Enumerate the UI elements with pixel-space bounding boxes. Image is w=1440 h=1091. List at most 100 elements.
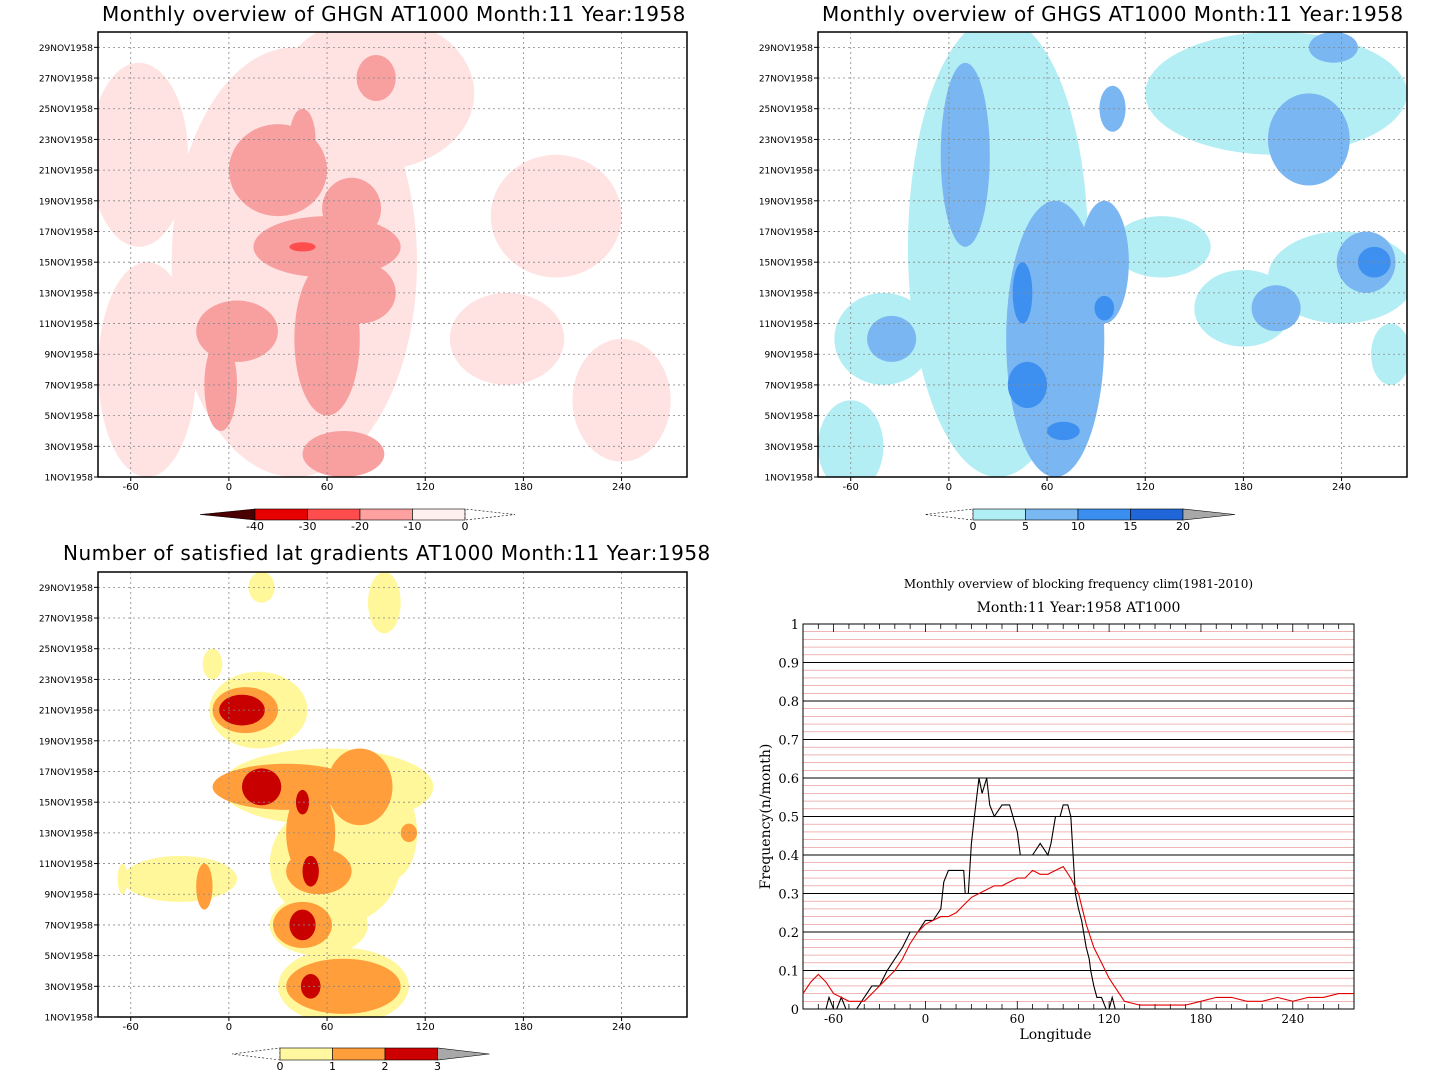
colorbar-label: 0 xyxy=(970,520,977,533)
colorbar-box xyxy=(254,508,308,521)
contour-region-level-3 xyxy=(302,855,319,887)
blocking-panel: Monthly overview of blocking frequency c… xyxy=(720,540,1440,1091)
y-tick-label: 3NOV1958 xyxy=(45,443,94,453)
y-tick-label: 21NOV1958 xyxy=(759,167,813,177)
chart-subtitle: Month:11 Year:1958 AT1000 xyxy=(977,600,1181,616)
contour-region-level-3 xyxy=(1094,295,1115,321)
x-tick-label: 60 xyxy=(321,482,334,493)
contour-region-level-1 xyxy=(202,648,223,680)
contour-region-level-1 xyxy=(98,62,188,247)
contour-region-level-1 xyxy=(117,863,128,895)
colorbar-box xyxy=(359,508,413,521)
y-tick-label: 0.6 xyxy=(778,772,799,787)
colorbar-high-arrow xyxy=(1182,508,1236,521)
y-axis-label: Frequency(n/month) xyxy=(758,744,774,890)
x-tick-label: 180 xyxy=(1234,482,1253,493)
contour-region-level-2 xyxy=(940,62,990,247)
blocking-chart: Monthly overview of blocking frequency c… xyxy=(758,577,1355,1043)
y-tick-label: 19NOV1958 xyxy=(759,197,813,207)
ghgs-title: Monthly overview of GHGS AT1000 Month:11… xyxy=(822,2,1404,26)
heatmap-field xyxy=(818,32,1407,477)
y-tick-label: 19NOV1958 xyxy=(39,197,93,207)
x-tick-label: 180 xyxy=(1189,1012,1212,1026)
y-tick-label: 11NOV1958 xyxy=(39,860,93,870)
y-tick-label: 0.1 xyxy=(778,965,799,980)
ghgn-panel: Monthly overview of GHGN AT1000 Month:11… xyxy=(0,0,720,540)
lat-gradients-title: Number of satisfied lat gradients AT1000… xyxy=(63,541,711,565)
y-tick-label: 25NOV1958 xyxy=(39,645,93,655)
colorbar-low-arrow xyxy=(924,508,974,521)
x-tick-label: 0 xyxy=(922,1012,930,1026)
y-tick-label: 3NOV1958 xyxy=(45,983,94,993)
plot-frame xyxy=(97,571,688,1018)
colorbar: 0 1 2 3 xyxy=(231,1047,490,1073)
ghgs-panel: Monthly overview of GHGS AT1000 Month:11… xyxy=(720,0,1440,540)
colorbar-label: 3 xyxy=(434,1060,441,1073)
y-tick-label: 9NOV1958 xyxy=(765,351,814,361)
x-tick-label: 0 xyxy=(226,1022,232,1033)
x-tick-label: -60 xyxy=(123,1022,139,1033)
contour-region-level-3 xyxy=(1047,421,1080,441)
colorbar-box xyxy=(972,508,1026,521)
y-tick-label: 0.5 xyxy=(778,811,799,826)
y-tick-label: 11NOV1958 xyxy=(39,320,93,330)
y-tick-label: 27NOV1958 xyxy=(39,75,93,85)
y-tick-label: 21NOV1958 xyxy=(39,707,93,717)
contour-region-level-1 xyxy=(122,855,238,902)
contour-region-level-2 xyxy=(196,300,278,362)
y-tick-label: 23NOV1958 xyxy=(759,136,813,146)
y-tick-label: 5NOV1958 xyxy=(765,412,814,422)
y-tick-label: 0.4 xyxy=(778,849,799,864)
x-tick-label: -60 xyxy=(824,1012,843,1026)
x-tick-label: 240 xyxy=(1332,482,1351,493)
y-tick-label: 17NOV1958 xyxy=(39,768,93,778)
y-tick-label: 9NOV1958 xyxy=(45,351,94,361)
y-tick-label: 1NOV1958 xyxy=(45,1014,94,1024)
y-tick-label: 0.8 xyxy=(778,695,799,710)
x-tick-label: 0 xyxy=(946,482,952,493)
contour-region-level-2 xyxy=(356,55,396,102)
heatmap-field xyxy=(98,32,671,477)
contour-region-level-1 xyxy=(490,154,622,278)
contour-region-level-2 xyxy=(1251,285,1301,332)
contour-region-level-3 xyxy=(1012,262,1033,324)
contour-region-level-2 xyxy=(289,108,316,171)
colorbar-box xyxy=(1130,508,1184,521)
colorbar: 0 5 10 15 20 xyxy=(924,508,1236,533)
contour-region-level-2 xyxy=(322,177,382,240)
y-tick-label: 29NOV1958 xyxy=(39,44,93,54)
y-tick-label: 5NOV1958 xyxy=(45,412,94,422)
lat-gradients-panel: Number of satisfied lat gradients AT1000… xyxy=(0,540,740,1091)
y-tick-label: 0.2 xyxy=(778,926,799,941)
colorbar-box xyxy=(279,1047,333,1061)
contour-region-level-3 xyxy=(300,974,321,999)
x-tick-label: -60 xyxy=(123,482,139,493)
y-tick-label: 7NOV1958 xyxy=(45,921,94,931)
colorbar-label: 10 xyxy=(1071,520,1085,533)
contour-region-level-3 xyxy=(289,909,316,941)
y-tick-label: 17NOV1958 xyxy=(759,228,813,238)
x-tick-label: 240 xyxy=(612,1022,631,1033)
x-tick-label: 120 xyxy=(416,1022,435,1033)
colorbar-label: 15 xyxy=(1124,520,1138,533)
contour-region-level-2 xyxy=(302,430,385,477)
y-tick-label: 5NOV1958 xyxy=(45,952,94,962)
colorbar-label: 2 xyxy=(382,1060,389,1073)
y-tick-label: 19NOV1958 xyxy=(39,737,93,747)
y-tick-label: 27NOV1958 xyxy=(39,615,93,625)
contour-region-level-1 xyxy=(1112,216,1211,278)
contour-region-level-1 xyxy=(572,338,671,462)
plot-frame xyxy=(97,31,688,478)
colorbar-low-arrow xyxy=(199,508,256,521)
y-tick-label: 3NOV1958 xyxy=(765,443,814,453)
y-tick-label: 0.9 xyxy=(778,657,799,672)
y-tick-label: 7NOV1958 xyxy=(765,381,814,391)
colorbar: -40 -30 -20 -10 0 xyxy=(199,508,516,533)
colorbar-label: 5 xyxy=(1022,520,1029,533)
x-tick-label: 0 xyxy=(226,482,232,493)
contour-region-level-3 xyxy=(219,694,265,726)
series-line-red xyxy=(802,865,1354,1006)
x-tick-label: 120 xyxy=(416,482,435,493)
contour-region-level-2 xyxy=(327,748,393,826)
ghgs-chart: 1NOV1958 3NOV1958 5NOV1958 7NOV1958 9NOV1958… xyxy=(759,31,1408,533)
